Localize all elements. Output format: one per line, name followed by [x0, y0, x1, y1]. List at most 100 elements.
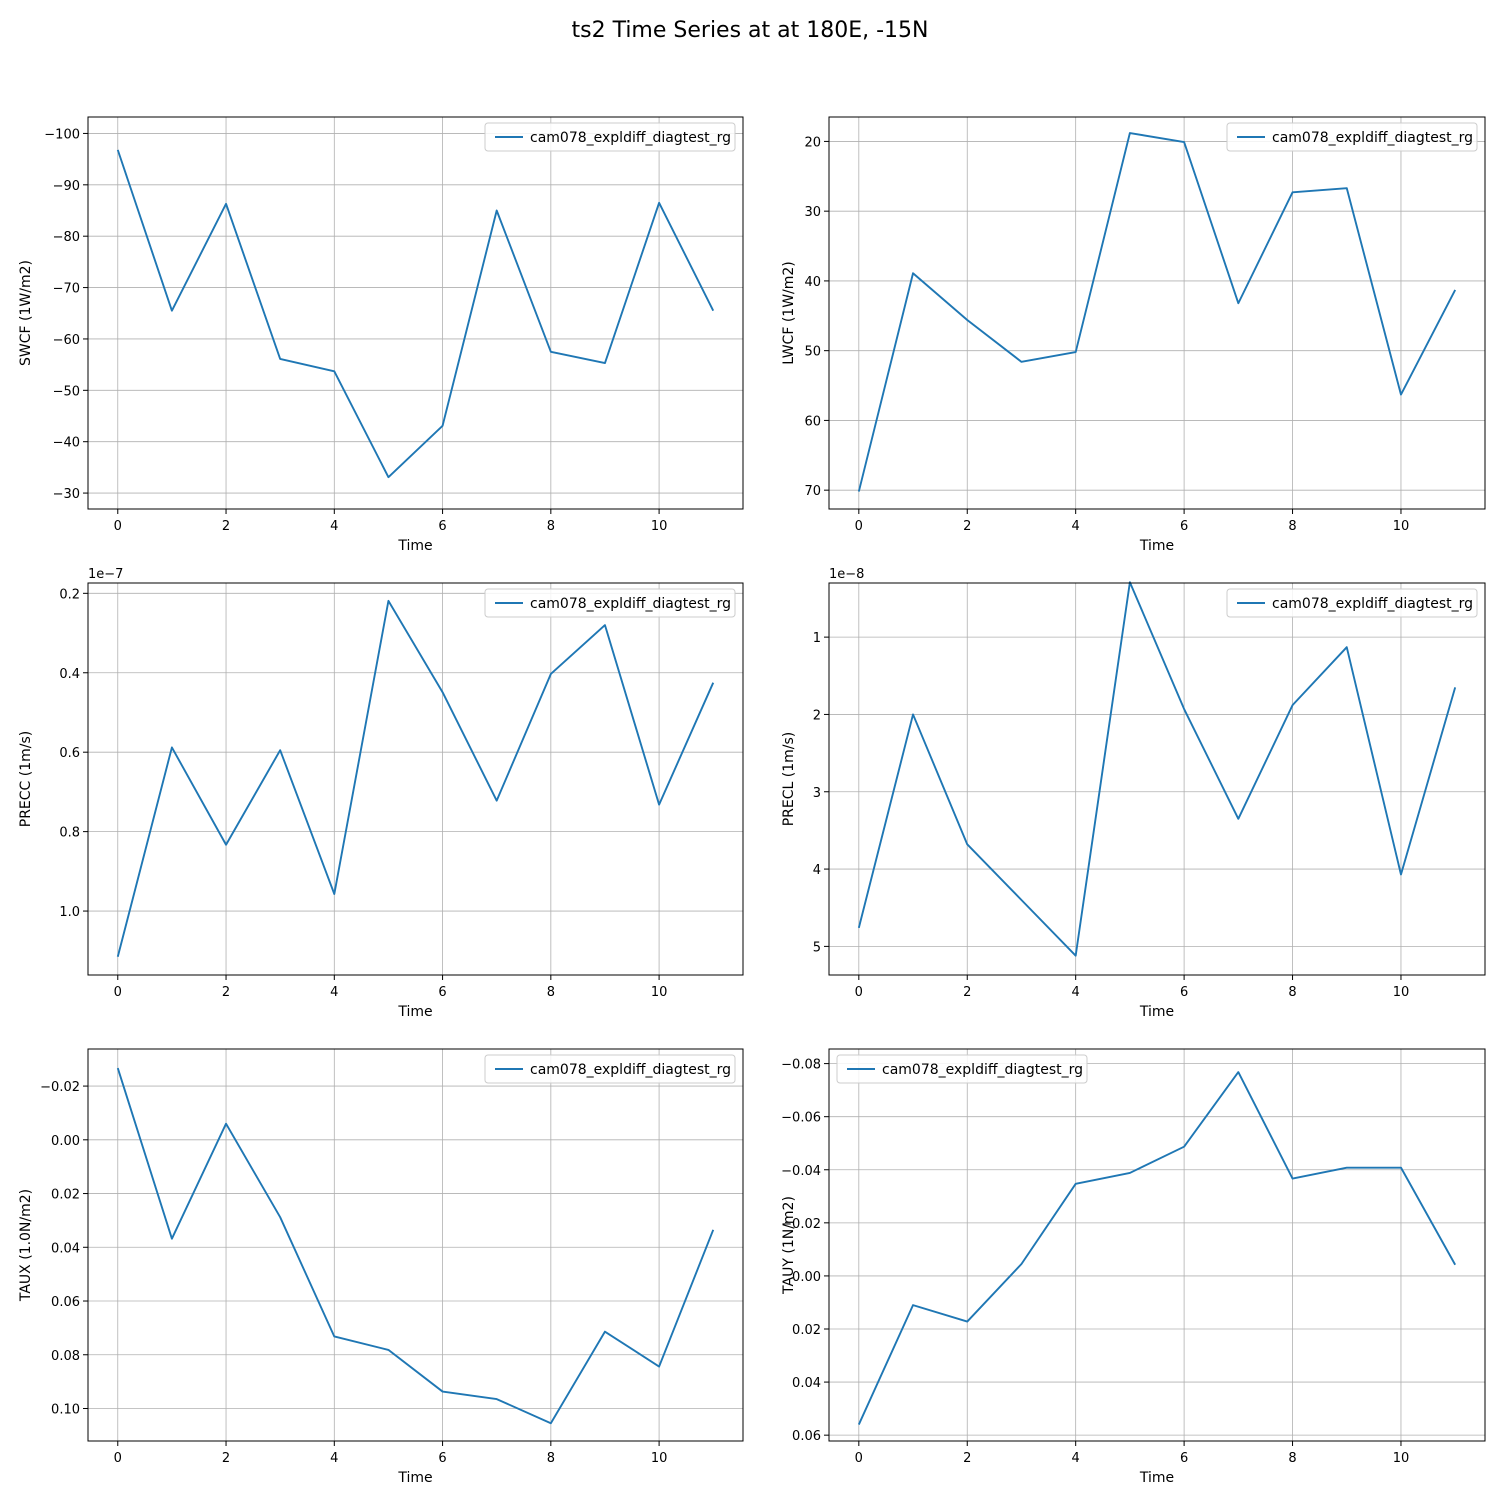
axes-frame: [87, 582, 744, 976]
y-tick-label: −70: [53, 282, 80, 297]
x-tick-label: 8: [547, 519, 555, 534]
axes-frame: [87, 116, 744, 510]
series-line: [857, 581, 1457, 957]
x-tick-label: 4: [330, 985, 338, 1000]
x-tick-label: 6: [438, 519, 446, 534]
x-tick-label: 6: [1180, 1451, 1188, 1466]
x-tick-label: 10: [1393, 985, 1410, 1000]
y-tick-label: 0.04: [792, 1376, 821, 1391]
legend-box: [484, 122, 736, 152]
y-tick-label: −40: [53, 436, 80, 451]
legend-box: [484, 588, 736, 618]
chart-panel-3: 0 2 4 6 8 10 0.2 0.4 0.6 0.8 1.0 Time PRECC (1m/s) 1e…: [18, 567, 744, 1020]
x-tick-label: 4: [1072, 519, 1080, 534]
y-tick-label: −90: [53, 179, 80, 194]
y-tick-label: 2: [813, 708, 821, 723]
x-tick-label: 6: [438, 1451, 446, 1466]
y-tick-label: 0.00: [51, 1134, 80, 1149]
y-tick-label: 0.04: [51, 1241, 80, 1256]
x-tick-label: 4: [1072, 1451, 1080, 1466]
legend-label: cam078_expldiff_diagtest_rg: [1272, 130, 1473, 146]
x-tick-label: 8: [1288, 519, 1296, 534]
y-tick-label: 0.06: [51, 1295, 80, 1310]
x-tick-label: 6: [438, 985, 446, 1000]
legend: cam078_expldiff_diagtest_rg: [484, 1054, 736, 1084]
chart-panel-5: 0 2 4 6 8 10 −0.02 0.00 0.02 0.04 0.06 0.08 0.10 Time…: [18, 1048, 744, 1486]
y-tick-label: 0.02: [51, 1188, 80, 1203]
x-tick-label: 8: [1288, 1451, 1296, 1466]
x-tick-label: 4: [330, 519, 338, 534]
y-tick-label: 3: [813, 786, 821, 801]
series-line: [116, 1067, 715, 1425]
x-tick-label: 2: [963, 985, 971, 1000]
y-tick-label: 50: [804, 345, 821, 360]
y-tick-label: 1.0: [59, 905, 80, 920]
x-tick-label: 6: [1180, 519, 1188, 534]
y-tick-label: 0.2: [59, 587, 80, 602]
x-tick-label: 8: [1288, 985, 1296, 1000]
y-offset-label: 1e−8: [829, 567, 864, 582]
y-axis-label: SWCF (1W/m2): [18, 260, 34, 366]
y-tick-label: 60: [804, 414, 821, 429]
legend: cam078_expldiff_diagtest_rg: [1226, 122, 1478, 152]
y-offset-label: 1e−7: [88, 567, 123, 582]
y-tick-label: −50: [53, 384, 80, 399]
x-tick-label: 0: [855, 985, 863, 1000]
x-tick-label: 2: [222, 1451, 230, 1466]
x-axis-label: Time: [1139, 1470, 1174, 1486]
y-tick-label: 0.02: [792, 1323, 821, 1338]
x-tick-label: 2: [963, 519, 971, 534]
y-tick-label: 0.00: [792, 1270, 821, 1285]
y-tick-label: 0.6: [59, 746, 80, 761]
x-tick-label: 8: [547, 1451, 555, 1466]
x-tick-label: 10: [1393, 1451, 1410, 1466]
y-tick-label: −0.02: [781, 1217, 821, 1232]
legend: cam078_expldiff_diagtest_rg: [484, 122, 736, 152]
axes-frame: [828, 1048, 1486, 1442]
x-tick-label: 6: [1180, 985, 1188, 1000]
y-tick-label: −30: [53, 487, 80, 502]
series-line: [857, 1071, 1457, 1425]
x-tick-label: 0: [114, 985, 122, 1000]
y-tick-label: 0.10: [51, 1402, 80, 1417]
x-axis-label: Time: [1139, 1004, 1174, 1020]
legend-box: [1226, 588, 1478, 618]
x-tick-label: 10: [651, 985, 668, 1000]
series-line: [116, 149, 715, 479]
legend: cam078_expldiff_diagtest_rg: [836, 1054, 1088, 1084]
x-tick-label: 2: [222, 985, 230, 1000]
axes-frame: [828, 116, 1486, 510]
y-axis-label: TAUY (1N/m2): [781, 1196, 797, 1295]
y-axis-label: LWCF (1W/m2): [781, 261, 797, 365]
y-axis-label: PRECC (1m/s): [18, 731, 34, 828]
x-axis-label: Time: [1139, 538, 1174, 554]
legend-label: cam078_expldiff_diagtest_rg: [530, 130, 731, 146]
y-tick-label: 40: [804, 275, 821, 290]
legend-box: [484, 1054, 736, 1084]
y-tick-label: 30: [804, 205, 821, 220]
x-tick-label: 2: [963, 1451, 971, 1466]
chart-panel-2: 0 2 4 6 8 10 20 30 40 50 60 70 Time LWCF (1W/m2) cam07…: [781, 116, 1486, 554]
chart-panel-1: 0 2 4 6 8 10 −100 −90 −80 −70 −60 −50 −40 −30 Time SWCF…: [18, 116, 744, 554]
y-tick-label: −0.06: [781, 1111, 821, 1126]
legend-label: cam078_expldiff_diagtest_rg: [882, 1062, 1083, 1078]
y-tick-label: 1: [813, 631, 821, 646]
y-tick-label: 0.4: [59, 667, 80, 682]
x-tick-label: 10: [651, 519, 668, 534]
x-tick-label: 10: [1393, 519, 1410, 534]
legend-box: [1226, 122, 1478, 152]
y-tick-label: −0.02: [40, 1080, 80, 1095]
axes-frame: [828, 582, 1486, 976]
series-line: [116, 599, 715, 957]
y-tick-label: −100: [44, 127, 80, 142]
legend-label: cam078_expldiff_diagtest_rg: [1272, 596, 1473, 612]
x-axis-label: Time: [397, 538, 432, 554]
series-line: [857, 132, 1457, 492]
y-tick-label: −80: [53, 230, 80, 245]
legend: cam078_expldiff_diagtest_rg: [1226, 588, 1478, 618]
x-tick-label: 0: [114, 1451, 122, 1466]
y-tick-label: 0.06: [792, 1429, 821, 1444]
legend-label: cam078_expldiff_diagtest_rg: [530, 596, 731, 612]
